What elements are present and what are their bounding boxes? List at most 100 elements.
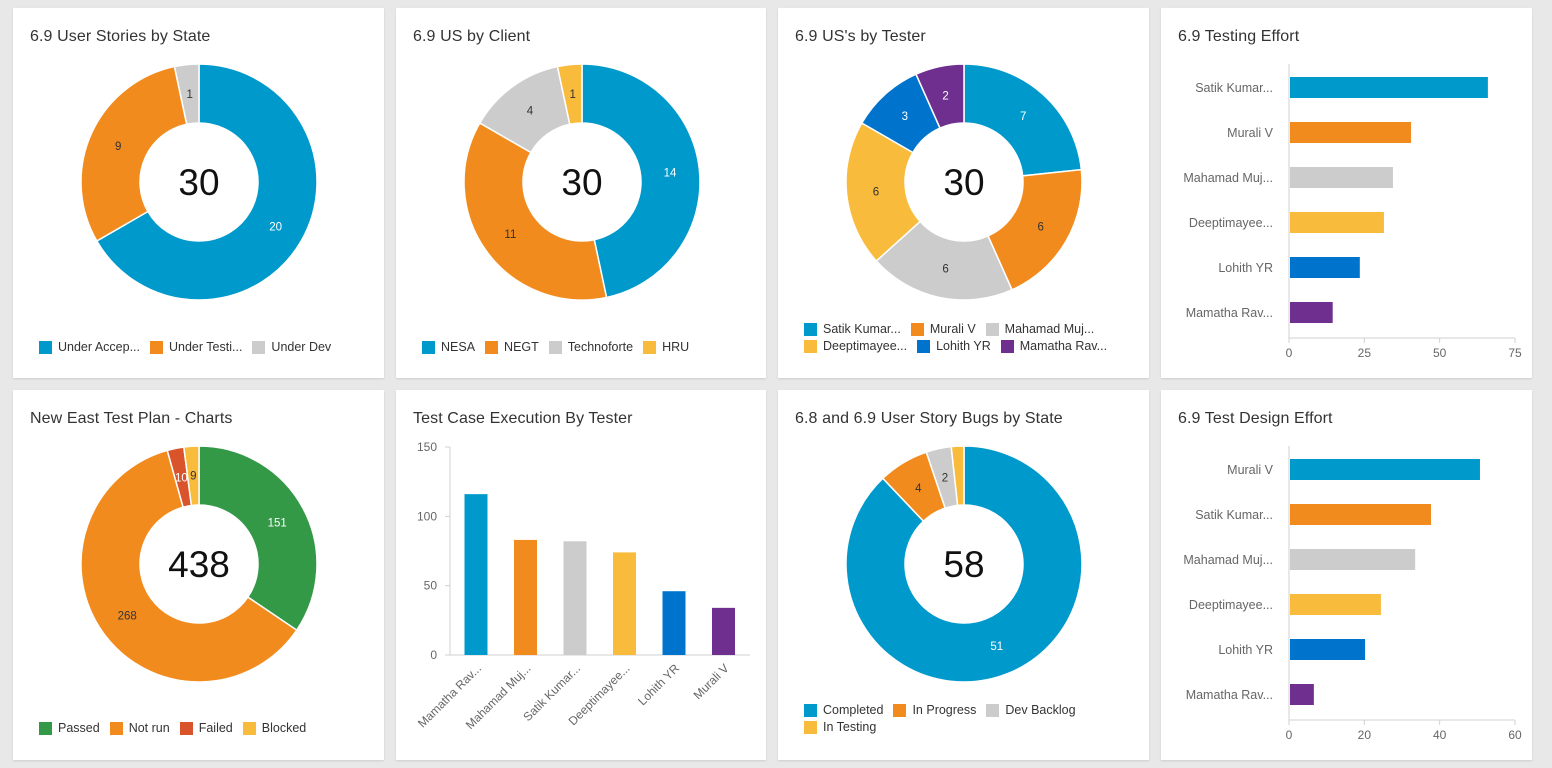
bar-lohith-yr[interactable] <box>1290 639 1366 660</box>
donut-center-total: 30 <box>178 162 219 203</box>
x-tick-label: 0 <box>1286 728 1293 742</box>
bar-murali-v[interactable] <box>1290 459 1480 480</box>
y-category-label: Deeptimayee... <box>1189 598 1273 612</box>
legend-swatch <box>39 721 52 735</box>
slice-completed[interactable] <box>845 445 1083 683</box>
slice-nesa[interactable] <box>581 63 701 299</box>
legend-item-mamatha-rav[interactable]: Mamatha Rav... <box>1000 339 1108 353</box>
tile-title: 6.9 User Stories by State <box>30 28 211 45</box>
legend-item-dev-backlog[interactable]: Dev Backlog <box>986 703 1076 717</box>
legend-item-under-dev[interactable]: Under Dev <box>252 340 331 354</box>
legend-swatch <box>150 340 163 354</box>
legend-item-in-testing[interactable]: In Testing <box>804 720 876 734</box>
bar-murali-v[interactable] <box>712 607 735 655</box>
x-tick-label: 0 <box>1286 346 1293 360</box>
legend-swatch <box>985 322 999 336</box>
y-category-label: Lohith YR <box>1218 261 1273 275</box>
legend-item-in-progress[interactable]: In Progress <box>893 703 976 717</box>
y-tick-label: 0 <box>430 648 437 662</box>
slice-passed[interactable] <box>198 445 318 632</box>
legend-item-under-accep[interactable]: Under Accep... <box>39 340 140 354</box>
tile-testing-effort[interactable]: 6.9 Testing Effort 0 25 50 75 Satik Kumar...… <box>1161 8 1532 378</box>
slice-deeptimayee[interactable] <box>845 121 922 263</box>
slice-value-label: 10 <box>175 472 188 484</box>
legend-label: Not run <box>128 721 170 735</box>
y-category-label: Satik Kumar... <box>1195 508 1273 522</box>
bar-mahamad-muj[interactable] <box>514 539 537 655</box>
slice-in-testing[interactable] <box>950 445 965 507</box>
legend-label: Mamatha Rav... <box>1019 339 1108 353</box>
y-category-label: Mamatha Rav... <box>1186 688 1273 702</box>
slice-blocked[interactable] <box>182 445 200 507</box>
legend-item-technoforte[interactable]: Technoforte <box>548 340 633 354</box>
slice-not-run[interactable] <box>80 449 298 683</box>
tile-us-by-state[interactable]: 6.9 User Stories by State 20 9 1 30 Under A… <box>13 8 384 378</box>
donut-center-total: 30 <box>943 162 984 203</box>
legend-swatch <box>485 340 499 354</box>
slice-satik-kumar[interactable] <box>963 63 1083 177</box>
legend-item-mahamad-muj[interactable]: Mahamad Muj... <box>985 322 1095 336</box>
legend-swatch <box>893 703 907 717</box>
tile-title: New East Test Plan - Charts <box>30 410 233 427</box>
legend-item-hru[interactable]: HRU <box>643 340 689 354</box>
slice-under-dev[interactable] <box>173 63 200 126</box>
legend-label: NEGT <box>504 340 539 354</box>
y-tick-label: 100 <box>417 509 437 523</box>
legend-item-failed[interactable]: Failed <box>179 721 233 735</box>
legend-item-passed[interactable]: Passed <box>39 721 100 735</box>
bar-deeptimayee[interactable] <box>1290 594 1381 615</box>
y-tick-label: 50 <box>424 579 438 593</box>
slice-hru[interactable] <box>556 63 583 126</box>
tile-title: 6.9 US by Client <box>413 28 531 45</box>
legend-item-blocked[interactable]: Blocked <box>242 721 306 735</box>
chart-legend: Completed In Progress Dev Backlog In Testin… <box>804 703 1114 734</box>
tile-test-design-effort[interactable]: 6.9 Test Design Effort 0 20 40 60 Murali V Sa… <box>1161 390 1532 760</box>
legend-item-deeptimayee[interactable]: Deeptimayee... <box>804 339 907 353</box>
legend-label: HRU <box>662 340 690 354</box>
legend-item-murali-v[interactable]: Murali V <box>910 322 976 336</box>
legend-item-under-testi[interactable]: Under Testi... <box>150 340 242 354</box>
tile-bugs-by-state[interactable]: 6.8 and 6.9 User Story Bugs by State 51 4… <box>778 390 1149 760</box>
slice-value-label: 7 <box>1020 111 1026 123</box>
legend-label: Mahamad Muj... <box>1004 322 1095 336</box>
bar-deeptimayee[interactable] <box>1290 212 1384 233</box>
tile-us-by-client[interactable]: 6.9 US by Client 14 11 4 1 30 NESA NEGT Techno… <box>396 8 766 378</box>
tile-test-plan[interactable]: New East Test Plan - Charts 151 268 10 9 438… <box>13 390 384 760</box>
legend-swatch <box>804 339 817 353</box>
slice-mamatha-rav[interactable] <box>915 63 965 130</box>
slice-negt[interactable] <box>463 121 608 301</box>
slice-value-label: 268 <box>118 611 137 623</box>
legend-item-satik-kumar[interactable]: Satik Kumar... <box>804 322 901 336</box>
bar-satik-kumar[interactable] <box>1290 504 1432 525</box>
bar-satik-kumar[interactable] <box>1290 77 1488 98</box>
slice-murali-v[interactable] <box>987 168 1083 291</box>
donut-chart: 51 4 2 58 <box>845 445 1083 683</box>
hbar-chart: 0 25 50 75 Satik Kumar... Murali V Mahamad Muj… <box>1183 64 1522 360</box>
legend-item-lohith-yr[interactable]: Lohith YR <box>917 339 991 353</box>
bar-murali-v[interactable] <box>1290 122 1412 143</box>
bar-mamatha-rav[interactable] <box>1290 302 1333 323</box>
legend-label: Deeptimayee... <box>823 339 908 353</box>
legend-swatch <box>804 322 817 336</box>
bar-lohith-yr[interactable] <box>1290 257 1360 278</box>
bar-mamatha-rav[interactable] <box>464 494 488 655</box>
legend-item-not-run[interactable]: Not run <box>109 721 170 735</box>
slice-mahamad-muj[interactable] <box>875 220 1013 301</box>
slice-value-label: 14 <box>664 168 677 180</box>
legend-item-nesa[interactable]: NESA <box>422 340 475 354</box>
tile-us-by-tester[interactable]: 6.9 US's by Tester 7 6 6 6 3 2 30 Satik Kumar.… <box>778 8 1149 378</box>
bar-lohith-yr[interactable] <box>662 591 686 655</box>
slice-under-accep[interactable] <box>95 63 318 301</box>
legend-item-negt[interactable]: NEGT <box>485 340 539 354</box>
bar-satik-kumar[interactable] <box>563 541 587 655</box>
bar-deeptimayee[interactable] <box>613 552 636 655</box>
slice-under-testi[interactable] <box>80 65 188 243</box>
legend-item-completed[interactable]: Completed <box>804 703 883 717</box>
legend-label: NESA <box>441 340 476 354</box>
bar-mahamad-muj[interactable] <box>1290 167 1393 188</box>
legend-swatch <box>39 340 52 354</box>
donut-chart: 20 9 1 30 <box>80 63 318 301</box>
bar-mamatha-rav[interactable] <box>1290 684 1314 705</box>
tile-execution-by-tester[interactable]: Test Case Execution By Tester 0 50 100 150 M… <box>396 390 766 760</box>
bar-mahamad-muj[interactable] <box>1290 549 1416 570</box>
